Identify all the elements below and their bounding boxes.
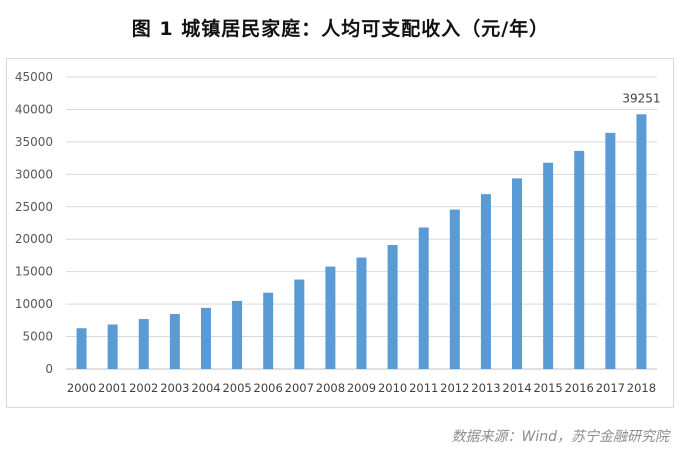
bar-2008 <box>325 266 336 369</box>
source-note: 数据来源：Wind，苏宁金融研究院 <box>451 429 670 445</box>
bar-2011 <box>418 227 429 369</box>
x-tick-label: 2008 <box>316 381 345 395</box>
y-tick-label: 35000 <box>15 135 53 149</box>
y-tick-label: 20000 <box>15 232 53 246</box>
y-tick-label: 0 <box>45 362 53 376</box>
bar-2018 <box>636 114 647 369</box>
y-tick-label: 5000 <box>22 330 53 344</box>
x-tick-label: 2014 <box>502 381 531 395</box>
x-tick-label: 2004 <box>191 381 220 395</box>
bar-2000 <box>76 328 87 369</box>
bar-2007 <box>294 279 305 369</box>
bar-2010 <box>387 245 398 369</box>
x-tick-label: 2016 <box>565 381 594 395</box>
x-tick-label: 2003 <box>160 381 189 395</box>
y-tick-label: 25000 <box>15 200 53 214</box>
bar-2015 <box>543 162 554 369</box>
x-tick-label: 2005 <box>222 381 251 395</box>
x-tick-label: 2011 <box>409 381 438 395</box>
x-tick-label: 2000 <box>67 381 96 395</box>
bar-2013 <box>480 194 491 369</box>
y-tick-label: 30000 <box>15 167 53 181</box>
x-tick-label: 2013 <box>471 381 500 395</box>
bar-2001 <box>107 324 118 369</box>
data-label: 39251 <box>622 91 660 105</box>
bar-2002 <box>138 319 149 369</box>
bar-2003 <box>169 314 180 369</box>
chart-title: 图 1 城镇居民家庭：人均可支配收入（元/年） <box>131 18 550 40</box>
bar-2014 <box>512 178 523 369</box>
bar-2012 <box>449 209 460 369</box>
bar-2017 <box>605 132 616 369</box>
x-tick-label: 2015 <box>533 381 562 395</box>
chart-frame <box>6 58 674 408</box>
y-tick-label: 45000 <box>15 70 53 84</box>
x-tick-label: 2002 <box>129 381 158 395</box>
y-tick-label: 15000 <box>15 265 53 279</box>
x-tick-label: 2006 <box>254 381 283 395</box>
bar-2006 <box>263 292 274 369</box>
bar-2016 <box>574 150 585 369</box>
x-tick-label: 2001 <box>98 381 127 395</box>
x-tick-label: 2010 <box>378 381 407 395</box>
x-tick-label: 2012 <box>440 381 469 395</box>
x-tick-label: 2017 <box>596 381 625 395</box>
bar-2005 <box>232 300 243 369</box>
y-tick-label: 10000 <box>15 297 53 311</box>
y-tick-label: 40000 <box>15 102 53 116</box>
bar-2009 <box>356 257 367 369</box>
x-tick-label: 2007 <box>285 381 314 395</box>
bar-2004 <box>200 307 211 369</box>
x-tick-label: 2018 <box>627 381 656 395</box>
x-tick-label: 2009 <box>347 381 376 395</box>
